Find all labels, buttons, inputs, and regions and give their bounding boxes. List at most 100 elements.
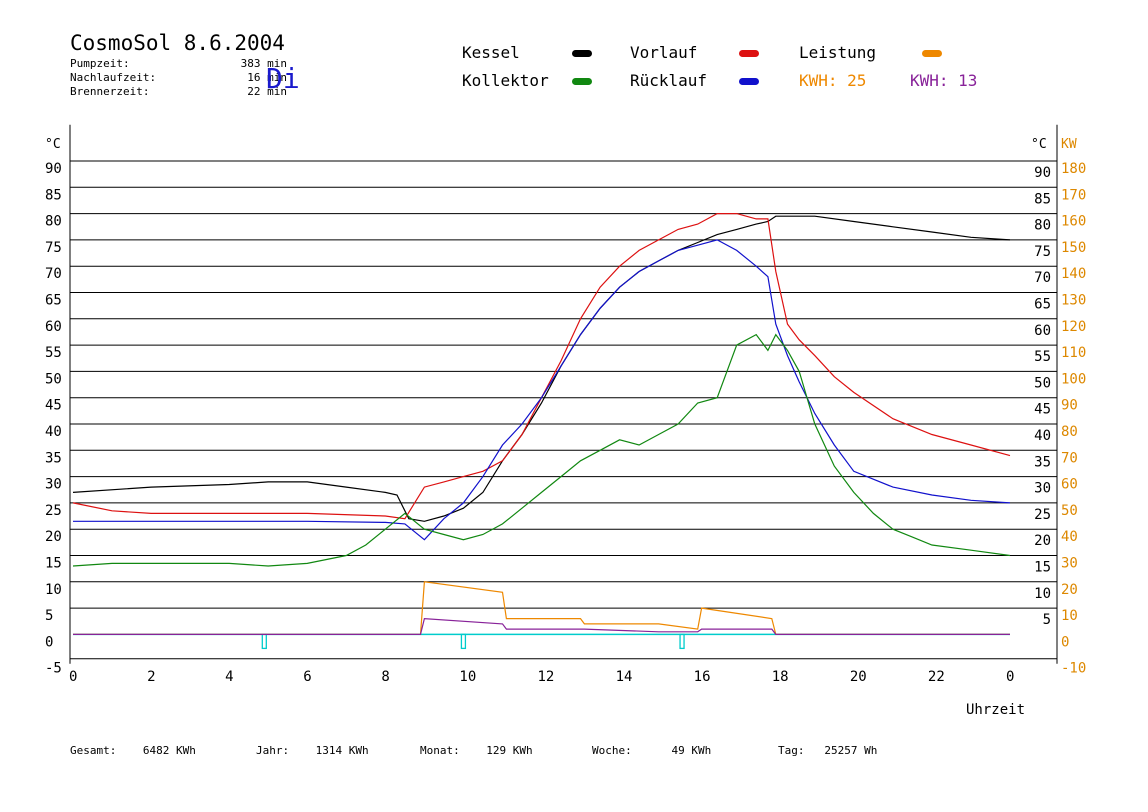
legend-vorlauf-label: Vorlauf [630,43,698,62]
y-tick-label-right: 45 [1034,402,1051,418]
y-tick-label-left: 50 [45,371,62,387]
x-tick-label: 0 [1006,669,1014,685]
y-tick-label-left: 80 [45,214,62,230]
y-axis-unit-left: °C [45,137,61,152]
y-tick-label-left: 45 [45,398,62,414]
stat-tag: Tag: 25257 Wh [778,744,877,757]
stat-monat: Monat: 129 KWh [420,744,533,757]
y-tick-label-right: 35 [1034,454,1051,470]
legend-kessel-swatch [572,50,592,57]
y-tick-label-left: 75 [45,240,62,256]
x-tick-label: 20 [850,669,867,685]
y-tick-label-right: 55 [1034,349,1051,365]
y-tick-label-kw: 130 [1061,293,1086,309]
stat-label: Gesamt: [70,744,117,757]
x-axis-label: Uhrzeit [966,702,1026,718]
y-tick-label-kw: 140 [1061,266,1086,282]
y-axis-unit-right: °C [1031,137,1047,152]
x-tick-label: 2 [147,669,155,685]
y-tick-label-left: 65 [45,293,62,309]
y-tick-label-left: -5 [45,661,62,677]
legend-kwh1: KWH: 25 [799,71,866,90]
y-tick-label-right: 85 [1034,191,1051,207]
x-tick-label: 12 [538,669,555,685]
info-label: Pumpzeit: [70,57,130,70]
y-tick-label-right: 65 [1034,297,1051,313]
stat-label: Monat: [420,744,460,757]
y-tick-label-kw: -10 [1061,661,1086,677]
y-tick-label-kw: 170 [1061,187,1086,203]
y-tick-label-right: 5 [1043,612,1051,628]
y-tick-label-right: 40 [1034,428,1051,444]
y-tick-label-left: 60 [45,319,62,335]
chart-title: CosmoSol 8.6.2004 [70,31,285,55]
legend-kwh2: KWH: 13 [910,71,977,90]
legend-ruecklauf-swatch [739,78,759,85]
y-tick-label-kw: 40 [1061,529,1078,545]
y-tick-label-right: 50 [1034,375,1051,391]
legend-kessel-label: Kessel [462,43,520,62]
x-tick-label: 8 [381,669,389,685]
y-tick-label-left: 20 [45,529,62,545]
stat-gesamt: Gesamt: 6482 KWh [70,744,196,757]
info-brennerzeit: Brennerzeit: 22 min [70,85,287,98]
kwh2-value: 13 [958,71,978,90]
legend-leistung-swatch [922,50,942,57]
stat-value: 6482 KWh [142,744,196,757]
y-tick-label-kw: 150 [1061,240,1086,256]
x-tick-label: 6 [303,669,311,685]
y-tick-label-kw: 50 [1061,503,1078,519]
y-tick-label-left: 30 [45,477,62,493]
info-label: Brennerzeit: [70,85,150,98]
legend-vorlauf-swatch [739,50,759,57]
x-tick-label: 16 [694,669,711,685]
series-line-kessel [72,215,1011,522]
info-pumpzeit: Pumpzeit: 383 min [70,57,287,70]
stat-jahr: Jahr: 1314 KWh [256,744,369,757]
stat-woche: Woche: 49 KWh [592,744,711,757]
y-tick-label-right: 25 [1034,507,1051,523]
x-tick-label: 0 [69,669,77,685]
legend-leistung-label: Leistung [799,43,877,62]
y-tick-label-left: 35 [45,450,62,466]
y-tick-label-kw: 100 [1061,371,1086,387]
weekday-label: Di [266,62,300,95]
y-tick-label-right: 20 [1034,533,1051,549]
pump-marker [679,633,685,650]
x-tick-label: 22 [928,669,945,685]
series-line-leistung [73,581,1010,636]
y-tick-label-kw: 60 [1061,477,1078,493]
series-line-ruecklauf [73,239,1011,541]
stat-label: Tag: [778,744,805,757]
y-tick-label-kw: 30 [1061,556,1078,572]
y-tick-label-left: 5 [45,608,53,624]
kwh2-label: KWH: [910,71,949,90]
y-tick-label-right: 80 [1034,218,1051,234]
y-tick-label-right: 15 [1034,560,1051,576]
info-nachlaufzeit: Nachlaufzeit: 16 min [70,71,287,84]
info-value: 16 min [247,71,287,84]
y-tick-label-right: 90 [1034,165,1051,181]
stat-label: Woche: [592,744,632,757]
y-tick-label-right: 30 [1034,481,1051,497]
y-axis-unit-kw: KW [1061,137,1077,152]
y-tick-label-kw: 80 [1061,424,1078,440]
y-tick-label-kw: 120 [1061,319,1086,335]
y-tick-label-left: 55 [45,345,62,361]
y-tick-label-left: 10 [45,582,62,598]
pump-marker [261,633,267,650]
stat-value: 25257 Wh [824,744,878,757]
y-tick-label-right: 10 [1034,586,1051,602]
y-tick-label-right: 75 [1034,244,1051,260]
info-value: 383 min [240,57,287,70]
stat-value: 1314 KWh [315,744,369,757]
series-line-kollektor [72,333,1011,567]
y-tick-label-kw: 10 [1061,608,1078,624]
y-tick-label-left: 15 [45,556,62,572]
y-tick-label-left: 25 [45,503,62,519]
y-tick-label-kw: 160 [1061,214,1086,230]
x-tick-label: 10 [459,669,476,685]
y-tick-label-kw: 0 [1061,634,1069,650]
legend-ruecklauf-label: Rücklauf [630,71,708,90]
y-tick-label-kw: 90 [1061,398,1078,414]
